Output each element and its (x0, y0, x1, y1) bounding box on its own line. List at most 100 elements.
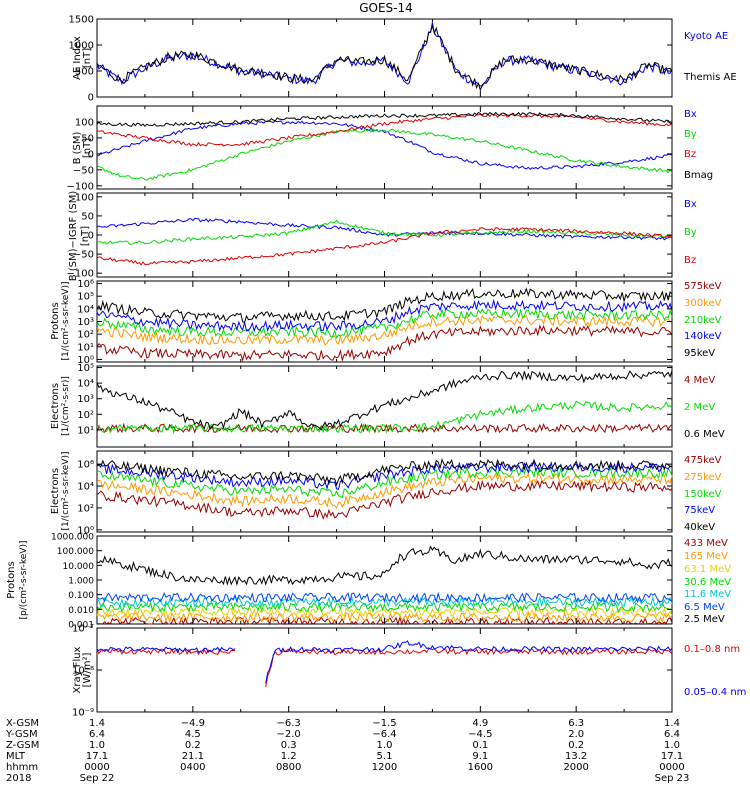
ytick-label: 10⁶ (77, 279, 94, 290)
xaxis-value-x-gsm: −6.3 (277, 718, 301, 729)
ytick-label: 0.001 (68, 621, 94, 631)
series-line-electrons_kev-150kev (96, 466, 673, 499)
xaxis-value-mlt: 13.2 (565, 751, 587, 762)
ytick-label: −50 (73, 250, 94, 261)
legend-bdiff-by: By (684, 227, 697, 238)
ytick-label: 1500 (69, 15, 94, 26)
panel-bdiff (96, 192, 673, 278)
row-label-ygsm: Y-GSM (5, 729, 38, 740)
xaxis-table: 1.4 −4.9 −6.3 −1.5 4.9 6.3 1.46.4 4.5 −2.0 −6.4 −4… (84, 718, 684, 773)
series-line-electrons_kev-475kev (96, 479, 673, 521)
legend-protons-116mev: 11.6 MeV (684, 589, 731, 600)
legend-electrons-40kev: 40keV (684, 522, 715, 533)
xray-ylabel-1: Xray Flux (72, 646, 83, 693)
legend-protons-165mev: 165 MeV (684, 551, 728, 562)
date-end-label: Sep 23 (655, 773, 690, 784)
ytick-label: 10⁴ (77, 482, 94, 493)
series-line-protons_mev-11-6-mev (96, 595, 673, 609)
ae-ylabel-1: AE Index (72, 36, 83, 80)
series-line-bsm-by (96, 128, 673, 181)
xaxis-value-y-gsm: −6.4 (372, 729, 396, 740)
legend-bdiff-bx: Bx (684, 199, 697, 210)
ytick-label: 10¹ (77, 425, 94, 436)
series-line-electrons_mev-2-mev (96, 400, 673, 435)
legend-protons-575kev: 575keV (684, 281, 722, 292)
xaxis-value-mlt: 1.2 (281, 751, 297, 762)
ytick-label: 0 (88, 93, 94, 104)
ytick-label: 10⁰ (77, 525, 94, 536)
xaxis-value-z-gsm: 1.0 (664, 740, 680, 751)
bsm-ylabel-2: [nT] (82, 138, 93, 158)
ytick-label: 50 (81, 133, 94, 144)
series-line-xray-0-1-0-8-nm (96, 648, 673, 688)
xaxis-value-y-gsm: 6.4 (664, 729, 680, 740)
ytick-label: 500 (75, 67, 94, 78)
series-line-ae-themis-ae (96, 23, 673, 92)
xaxis-value-x-gsm: −4.9 (181, 718, 205, 729)
xaxis-value-hhmm: 0000 (84, 762, 109, 773)
ytick-label: 10⁻⁷ (72, 624, 94, 635)
legend-protons-433mev: 433 MeV (684, 538, 728, 549)
bdiff-ylabel-2: [nT] (80, 226, 91, 246)
series-line-protons_mev-2-5-mev (96, 545, 673, 587)
xaxis-value-z-gsm: 0.2 (568, 740, 584, 751)
xaxis-value-mlt: 17.1 (86, 751, 108, 762)
series-line-protons-140kev (96, 298, 673, 333)
ytick-label: 10⁴ (77, 304, 94, 315)
legend-bsm-bz: Bz (684, 149, 696, 160)
ytick-label: 0.100 (68, 591, 94, 601)
ytick-label: 10⁵ (77, 363, 94, 374)
legend-electrons-75kev: 75keV (684, 505, 715, 516)
xaxis-value-x-gsm: −1.5 (372, 718, 396, 729)
legend-electrons-150kev: 150keV (684, 489, 722, 500)
ytick-label: 10⁴ (77, 379, 94, 390)
xaxis-value-z-gsm: 1.0 (377, 740, 393, 751)
legend-bsm-by: By (684, 129, 697, 140)
ytick-label: −100 (67, 269, 94, 280)
legend-electrons-275kev: 275keV (684, 472, 722, 483)
ytick-label: 10¹ (77, 342, 94, 353)
electrons-mev-ylabel-1: Electrons (50, 383, 61, 429)
ytick-label: 0.010 (68, 606, 94, 616)
xaxis-value-hhmm: 0000 (659, 762, 684, 773)
ytick-label: 10³ (77, 394, 94, 405)
ytick-label: 100 (75, 117, 94, 128)
ytick-label: 10⁻⁸ (72, 666, 94, 677)
series-line-electrons_mev-0-6-mev (96, 370, 673, 431)
series-line-protons-95kev (96, 287, 673, 323)
xaxis-value-z-gsm: 0.2 (185, 740, 201, 751)
xaxis-value-hhmm: 0800 (276, 762, 301, 773)
xaxis-value-y-gsm: −4.5 (468, 729, 492, 740)
ytick-label: 0 (88, 149, 94, 160)
xaxis-value-y-gsm: −2.0 (277, 729, 301, 740)
ytick-label: 10.000 (63, 562, 95, 572)
legend-kyoto-ae: Kyoto AE (684, 31, 728, 42)
legend-protons-25mev: 2.5 MeV (684, 614, 725, 625)
protons-mev-ylabel-1: Protons (6, 561, 17, 598)
xaxis-value-mlt: 17.1 (661, 751, 683, 762)
protons-ylabel-2: [1/(cm²-s-sr-keV)] (61, 282, 71, 361)
xaxis-value-x-gsm: 1.4 (89, 718, 105, 729)
series-line-bdiff-bx (96, 218, 673, 241)
ytick-label: 10² (77, 410, 94, 421)
xaxis-value-x-gsm: 6.3 (568, 718, 584, 729)
xaxis-value-z-gsm: 1.0 (89, 740, 105, 751)
electrons-mev-ylabel-2: [1/(cm²-s-sr)] (61, 376, 71, 436)
legend-electrons-2mev: 2 MeV (684, 402, 715, 413)
legend-electrons-06mev: 0.6 MeV (684, 429, 725, 440)
electrons-kev-ylabel-2: [1/(cm²-s-sr-keV)] (61, 452, 71, 531)
series-line-bsm-bmag (96, 111, 673, 128)
row-label-year: 2018 (6, 773, 31, 784)
ytick-label: 1.000 (68, 577, 94, 587)
ytick-label: 10⁰ (77, 355, 94, 366)
legend-protons-306mev: 30.6 MeV (684, 577, 731, 588)
ytick-label: 10⁻⁹ (72, 708, 94, 719)
xaxis-value-mlt: 21.1 (182, 751, 204, 762)
ytick-label: 50 (81, 211, 94, 222)
ytick-label: 1000.000 (51, 533, 94, 543)
xaxis-value-y-gsm: 6.4 (89, 729, 105, 740)
series-line-electrons_kev-40kev (96, 458, 673, 487)
series-line-ae-kyoto-ae (96, 22, 673, 87)
xaxis-value-hhmm: 0400 (180, 762, 205, 773)
ytick-label: −50 (73, 165, 94, 176)
